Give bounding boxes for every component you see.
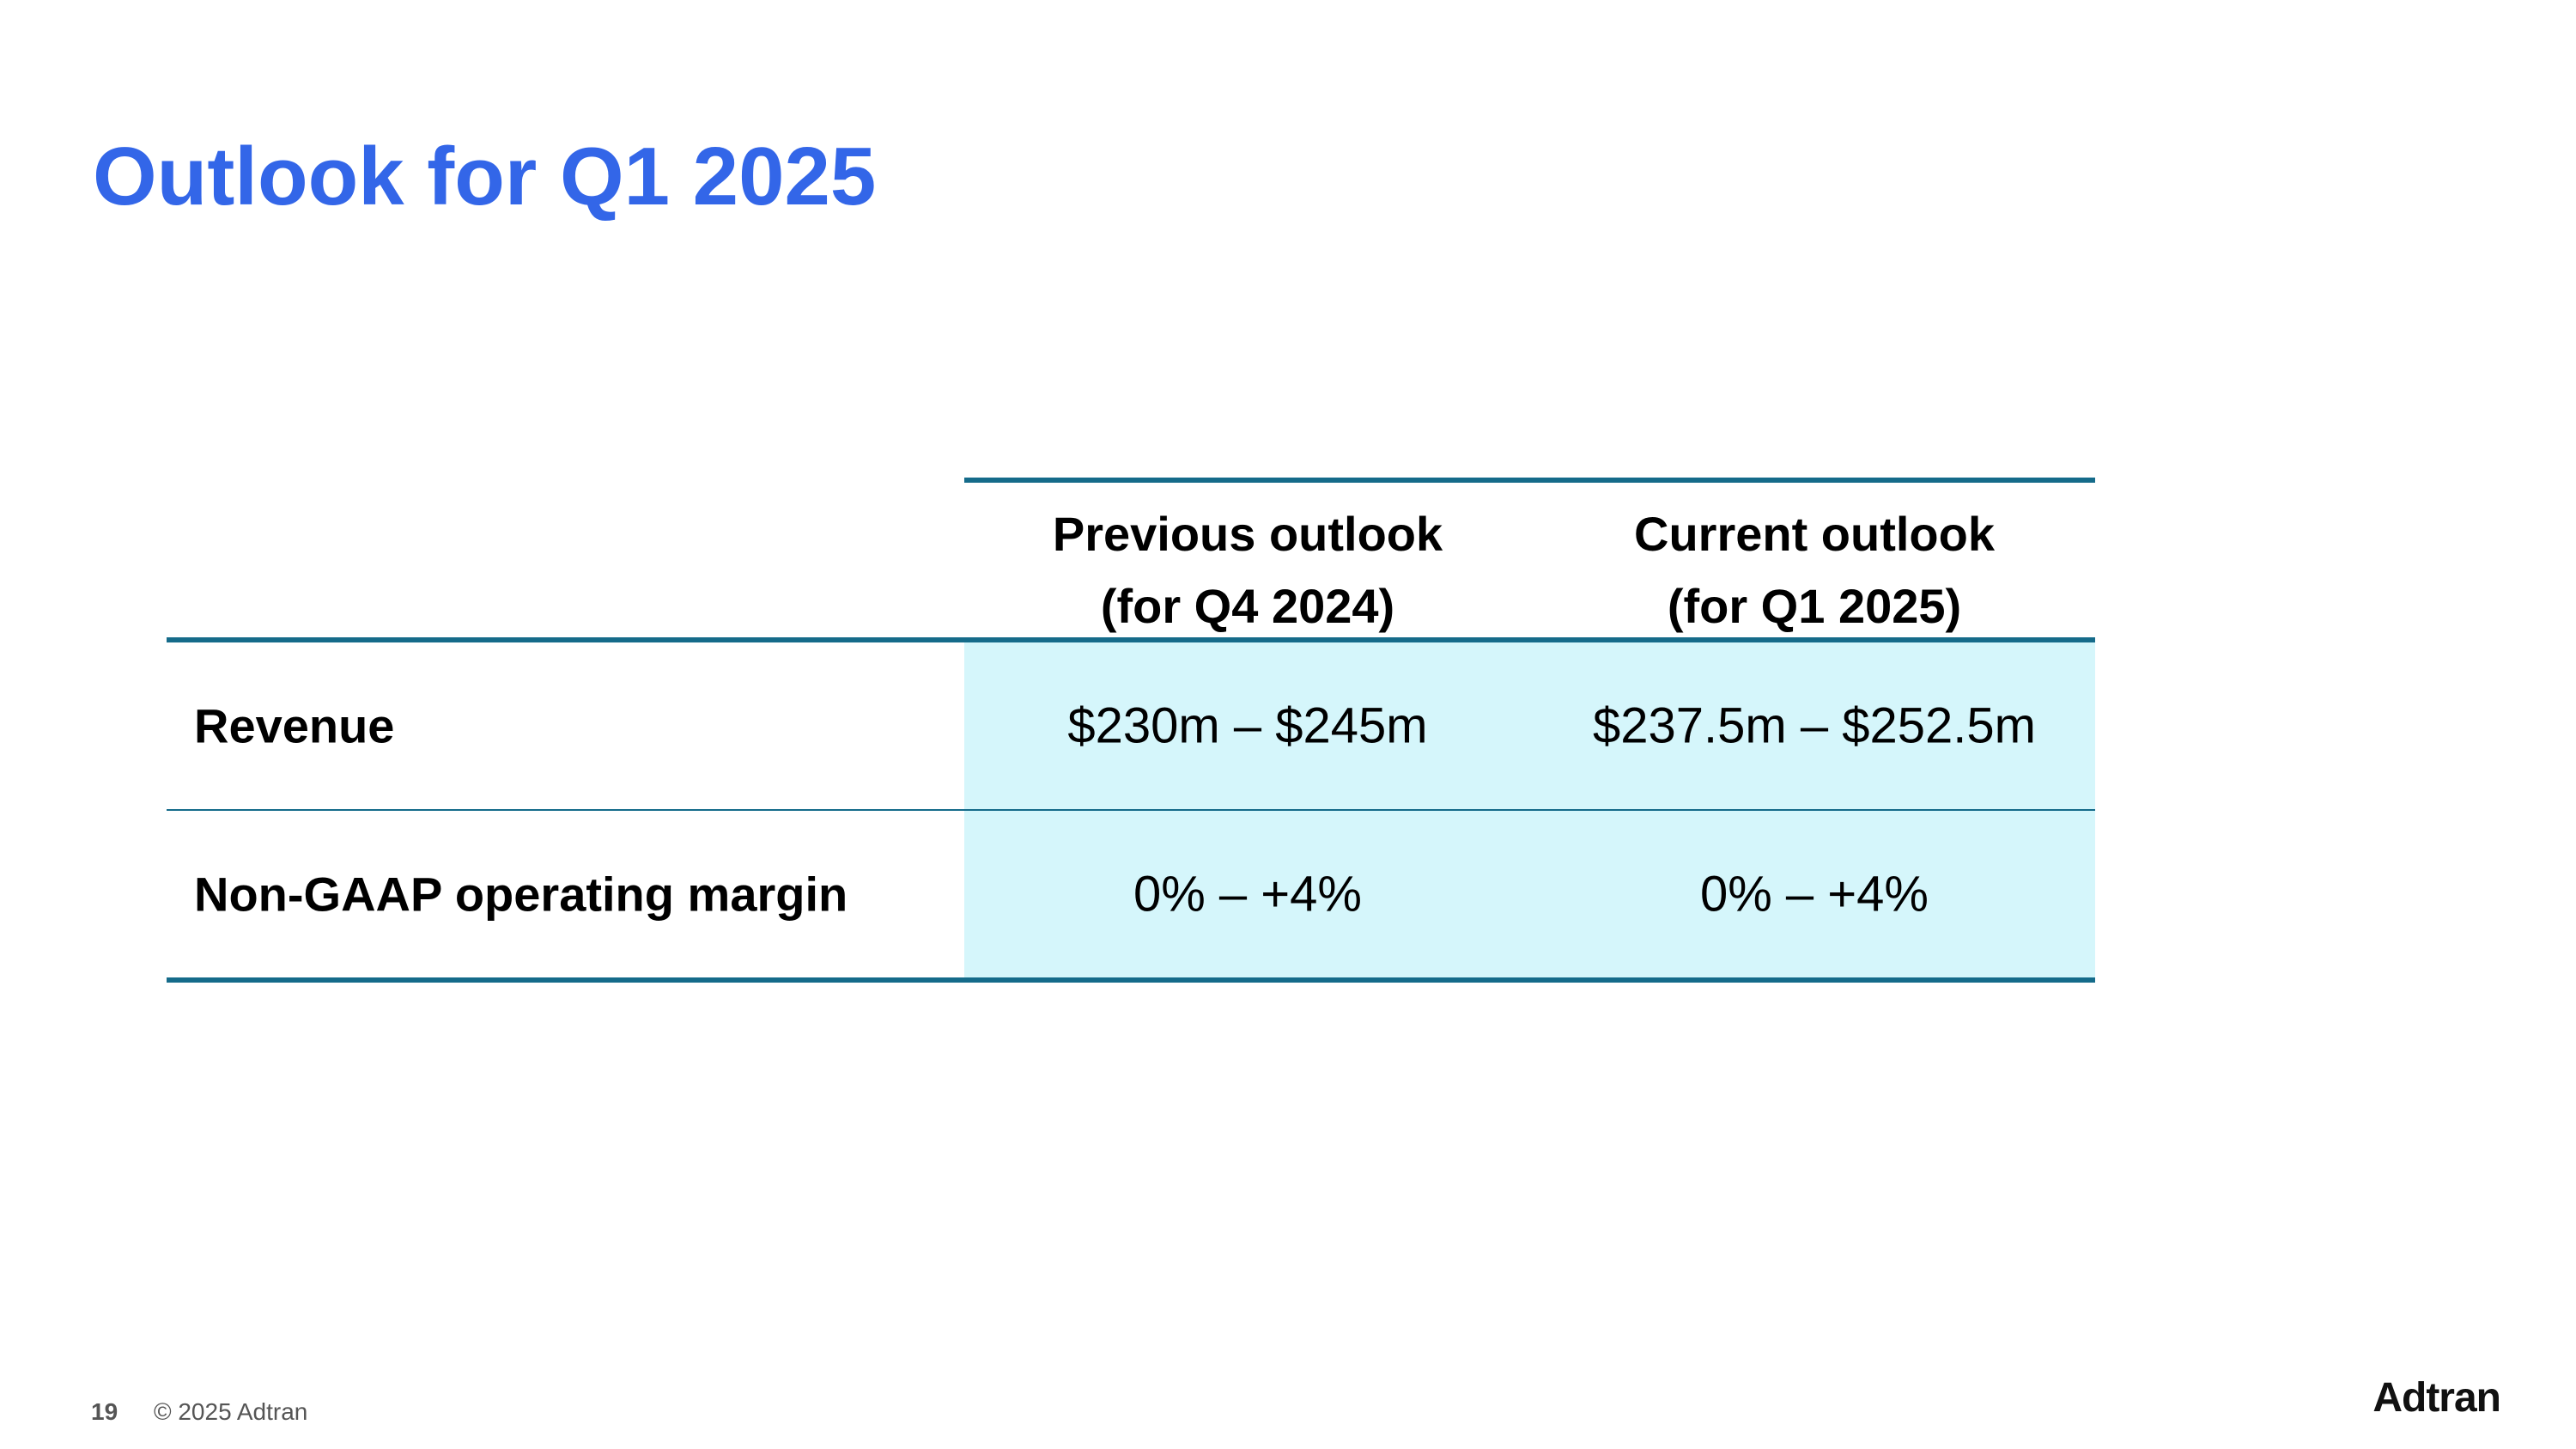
row-label-operating-margin: Non-GAAP operating margin [194, 867, 848, 922]
table-header-row: Previous outlook (for Q4 2024) Current o… [167, 478, 2095, 637]
table-top-rule [964, 478, 2095, 483]
table-header-rule [167, 637, 2095, 642]
margin-current-value: 0% – +4% [1699, 866, 1929, 922]
header-current-line2: (for Q1 2025) [1667, 579, 1962, 633]
page-number: 19 [91, 1398, 118, 1425]
revenue-previous-value: $230m – $245m [1067, 697, 1428, 754]
cell-shade [964, 642, 2095, 809]
slide-footer: 19 © 2025 Adtran [91, 1398, 307, 1426]
header-previous-line1: Previous outlook [1052, 507, 1443, 561]
revenue-current-value: $237.5m – $252.5m [1593, 697, 2036, 754]
copyright-text: © 2025 Adtran [153, 1398, 308, 1425]
row-label-revenue: Revenue [194, 698, 395, 753]
header-previous-outlook: Previous outlook (for Q4 2024) [964, 498, 1531, 642]
adtran-logo: Adtran [2372, 1375, 2501, 1421]
header-current-outlook: Current outlook (for Q1 2025) [1531, 498, 2098, 642]
table-row-revenue: Revenue $230m – $245m $237.5m – $252.5m [167, 642, 2095, 811]
cell-shade [964, 811, 2095, 977]
outlook-table: Previous outlook (for Q4 2024) Current o… [167, 478, 2095, 983]
margin-previous-value: 0% – +4% [1133, 866, 1362, 922]
header-current-line1: Current outlook [1634, 507, 1995, 561]
table-bottom-rule [167, 977, 2095, 983]
header-previous-line2: (for Q4 2024) [1100, 579, 1395, 633]
slide-title: Outlook for Q1 2025 [93, 131, 877, 222]
table-row-operating-margin: Non-GAAP operating margin 0% – +4% 0% – … [167, 811, 2095, 977]
